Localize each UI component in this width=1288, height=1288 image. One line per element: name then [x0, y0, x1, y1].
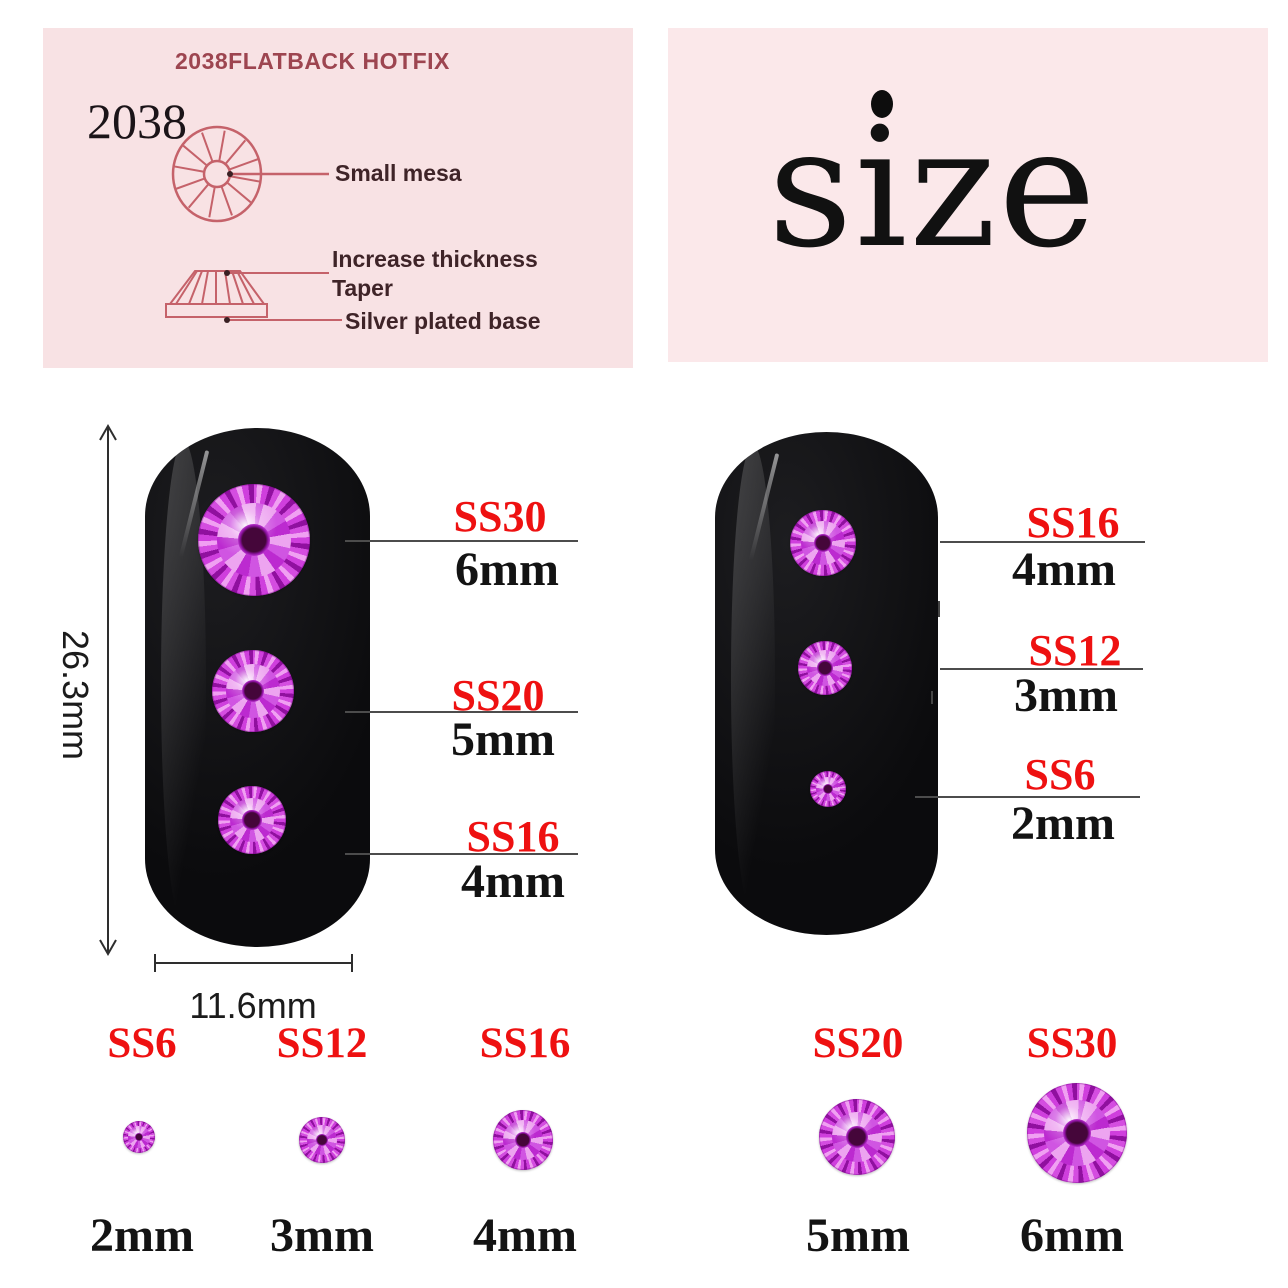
rhinestone-ss30 [198, 484, 310, 596]
nail-width-label: 11.6mm [189, 985, 317, 1026]
ss-label: SS12 [276, 1020, 368, 1067]
dimension-tick [351, 954, 353, 972]
rhinestone-ss30 [1027, 1083, 1127, 1183]
ss-label: SS30 [1026, 1020, 1118, 1067]
callout-increase-thickness: Increase thickness [332, 246, 538, 272]
ss-label: SS20 [451, 671, 545, 720]
ss-label: SS16 [466, 812, 560, 861]
rhinestone-ss12 [299, 1117, 345, 1163]
callout-taper: Taper [332, 275, 393, 301]
edge-tick [931, 691, 933, 704]
spec-panel: 2038FLATBACK HOTFIX 2038 Small mesa Incr… [43, 28, 633, 368]
ss-label: SS6 [1024, 750, 1096, 799]
callout-line [915, 796, 1140, 798]
mm-label: 5mm [451, 713, 555, 766]
size-panel: size [668, 28, 1268, 362]
mm-label: 6mm [1020, 1209, 1124, 1262]
mm-label: 2mm [90, 1209, 194, 1262]
ss-label: SS16 [1026, 498, 1120, 547]
rhinestone-ss6 [810, 771, 846, 807]
size-heading: size [767, 91, 1099, 284]
flatback-diagram [165, 125, 342, 323]
callout-line [940, 668, 1143, 670]
callout-silver-plated-base: Silver plated base [345, 308, 541, 334]
callout-line [345, 711, 578, 713]
rhinestone-ss6 [123, 1121, 155, 1153]
mm-label: 3mm [270, 1209, 374, 1262]
rhinestone-ss16 [218, 786, 286, 854]
mm-label: 4mm [1012, 543, 1116, 596]
rhinestone-ss16 [493, 1110, 553, 1170]
callout-dots [224, 171, 233, 323]
spec-title: 2038FLATBACK HOTFIX [175, 48, 450, 74]
ss-label: SS12 [1028, 626, 1122, 675]
flatback-side-view-diagram [165, 270, 342, 321]
callout-line [940, 541, 1145, 543]
edge-tick [938, 601, 940, 617]
mm-label: 4mm [461, 855, 565, 908]
callout-line [345, 540, 578, 542]
flatback-top-view-diagram [171, 125, 329, 223]
mm-label: 2mm [1011, 797, 1115, 850]
size-heading-dot [871, 90, 893, 118]
horizontal-dimension-line [155, 962, 353, 964]
model-number: 2038 [87, 93, 187, 149]
rhinestone-ss12 [798, 641, 852, 695]
mm-label: 4mm [473, 1209, 577, 1262]
vertical-dimension-line [99, 423, 117, 957]
callout-small-mesa: Small mesa [335, 160, 462, 186]
callout-line [345, 853, 578, 855]
ss-label: SS30 [453, 492, 547, 541]
ss-label: SS6 [107, 1020, 177, 1067]
nail-length-label: 26.3mm [55, 630, 96, 761]
rhinestone-ss16 [790, 510, 856, 576]
mm-label: 5mm [806, 1209, 910, 1262]
ss-label: SS20 [812, 1020, 904, 1067]
ss-label: SS16 [479, 1020, 571, 1067]
rhinestone-ss20 [212, 650, 294, 732]
mm-label: 3mm [1014, 669, 1118, 722]
rhinestone-ss20 [819, 1099, 895, 1175]
mm-label: 6mm [455, 543, 559, 596]
dimension-tick [154, 954, 156, 972]
